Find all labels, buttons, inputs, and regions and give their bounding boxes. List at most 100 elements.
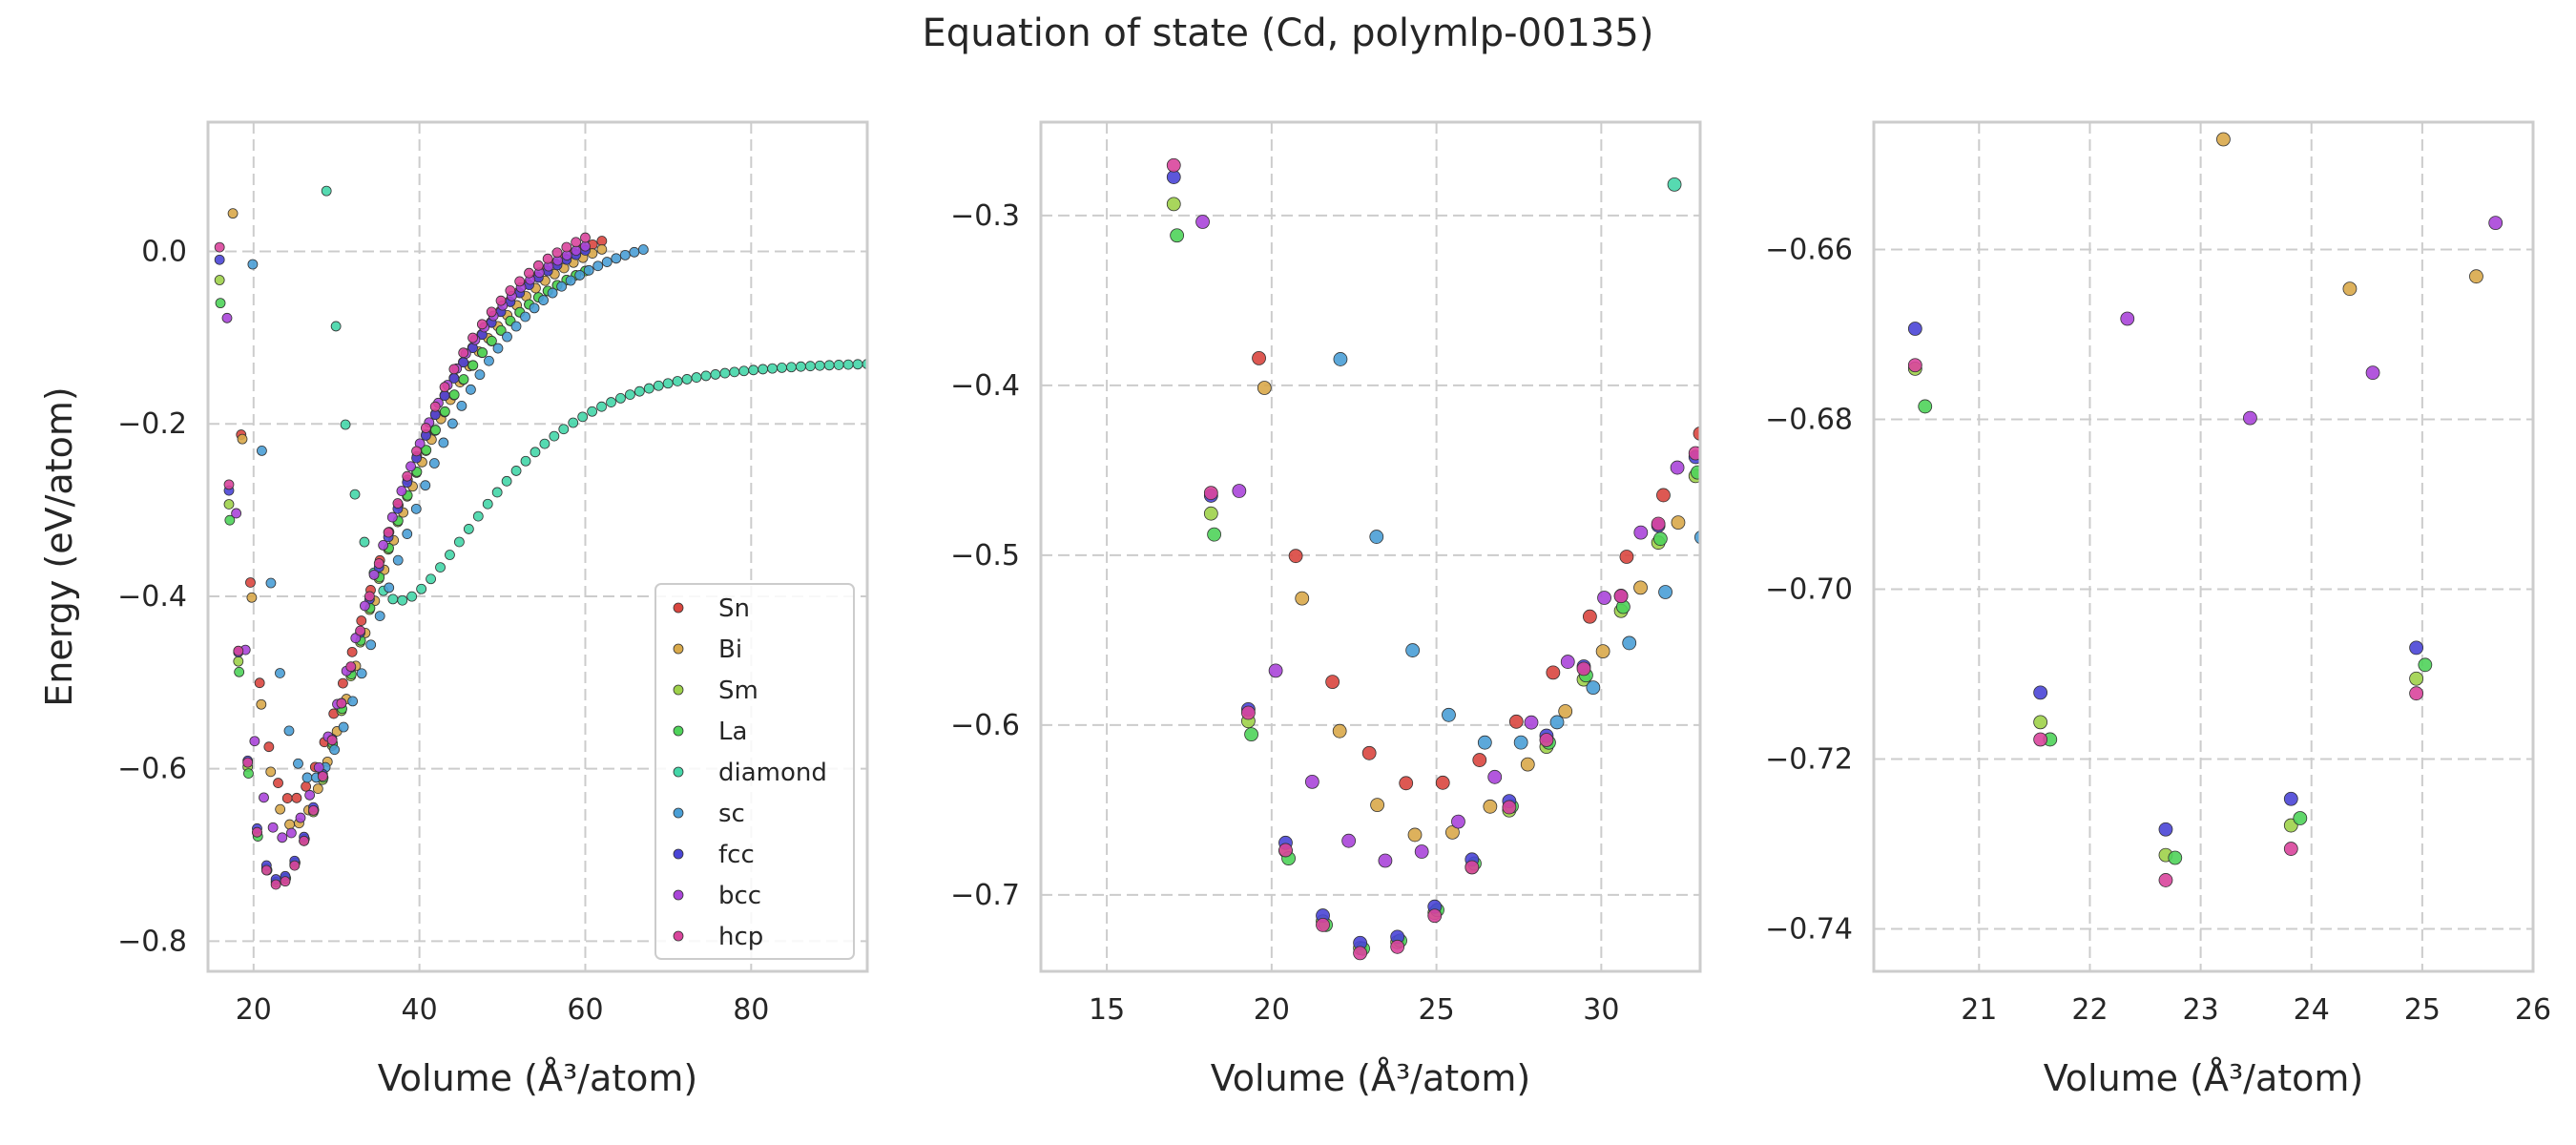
y-axis-label: Energy (eV/atom) bbox=[38, 386, 80, 706]
point-diamond bbox=[520, 455, 531, 467]
point-hcp bbox=[1613, 589, 1629, 604]
point-Sn bbox=[1288, 549, 1303, 564]
point-Sm bbox=[1166, 197, 1181, 212]
point-hcp bbox=[1316, 918, 1330, 932]
point-sc bbox=[520, 311, 530, 323]
point-diamond bbox=[691, 372, 702, 383]
point-sc bbox=[301, 772, 313, 783]
point-La bbox=[215, 298, 226, 309]
legend-label: Sm bbox=[718, 677, 758, 705]
point-hcp bbox=[2158, 873, 2173, 887]
points-left bbox=[214, 185, 867, 890]
panel-middle: 15 20 25 30 −0.3 −0.4 −0.5 −0.6 −0.7 Volume (Å³/a… bbox=[950, 120, 1739, 1099]
point-La bbox=[487, 335, 497, 346]
point-sc bbox=[565, 275, 576, 286]
point-hcp bbox=[1240, 705, 1256, 720]
point-sc bbox=[447, 418, 458, 429]
y-tick-label: −0.5 bbox=[950, 539, 1020, 572]
point-sc bbox=[392, 554, 404, 566]
legend-label: sc bbox=[718, 800, 745, 828]
point-Bi bbox=[246, 592, 258, 603]
point-hcp bbox=[580, 232, 591, 243]
point-sc bbox=[466, 384, 476, 395]
point-Bi bbox=[1257, 381, 1272, 395]
point-hcp bbox=[448, 364, 460, 375]
point-diamond bbox=[321, 185, 332, 197]
point-hcp bbox=[1203, 486, 1218, 501]
point-diamond bbox=[672, 376, 683, 386]
legend-marker-Sn bbox=[673, 602, 684, 614]
point-sc bbox=[629, 246, 640, 258]
point-Bi bbox=[265, 766, 277, 778]
point-diamond bbox=[795, 361, 806, 372]
legend: Sn Bi Sm La diamond sc fcc bcc hcp bbox=[654, 583, 855, 960]
point-hcp bbox=[524, 267, 534, 279]
point-La bbox=[224, 514, 236, 526]
point-sc bbox=[547, 287, 558, 299]
point-Bi bbox=[2342, 281, 2358, 297]
point-diamond bbox=[804, 361, 816, 372]
legend-label: bcc bbox=[718, 882, 761, 910]
axes-frame bbox=[1872, 120, 2535, 973]
point-bcc bbox=[1487, 769, 1503, 784]
x-tick-label: 15 bbox=[1089, 993, 1125, 1027]
point-Sn bbox=[2314, 24, 2327, 37]
point-Bi bbox=[1558, 704, 1573, 718]
point-hcp bbox=[252, 826, 262, 838]
point-bcc bbox=[1998, 17, 2011, 31]
point-Sn bbox=[356, 615, 367, 626]
point-bcc bbox=[2365, 365, 2380, 381]
point-diamond bbox=[387, 593, 399, 605]
point-bcc bbox=[1414, 844, 1429, 859]
point-hcp bbox=[355, 625, 365, 636]
x-tick-label: 21 bbox=[1961, 993, 1997, 1027]
point-diamond bbox=[482, 498, 493, 510]
legend-label: Sn bbox=[718, 594, 750, 623]
point-bcc bbox=[350, 633, 362, 644]
legend-marker-diamond bbox=[673, 766, 684, 778]
point-hcp bbox=[1278, 843, 1293, 858]
point-fcc bbox=[1907, 322, 1922, 336]
x-tick-label: 30 bbox=[1583, 993, 1619, 1027]
point-sc bbox=[374, 611, 385, 621]
point-hcp bbox=[439, 382, 450, 393]
point-hcp bbox=[1688, 446, 1700, 461]
point-hcp bbox=[505, 285, 516, 296]
point-La bbox=[430, 425, 441, 435]
legend-marker-hcp bbox=[673, 930, 684, 942]
point-Sn bbox=[1325, 675, 1340, 690]
x-axis-label: Volume (Å³/atom) bbox=[1211, 1057, 1531, 1099]
point-Bi bbox=[256, 698, 267, 710]
point-hcp bbox=[561, 241, 572, 253]
point-bcc bbox=[2243, 410, 2257, 426]
point-diamond bbox=[577, 411, 589, 423]
point-diamond bbox=[416, 583, 427, 594]
point-bcc bbox=[396, 486, 407, 496]
point-bcc bbox=[267, 822, 279, 833]
point-diamond bbox=[823, 360, 835, 371]
point-sc bbox=[619, 249, 631, 260]
point-Bi bbox=[1520, 757, 1535, 772]
point-Bi bbox=[1332, 723, 1347, 739]
point-diamond bbox=[700, 370, 712, 382]
point-sc bbox=[338, 721, 349, 733]
point-diamond bbox=[472, 510, 484, 522]
x-tick-label: 26 bbox=[2515, 993, 2551, 1027]
point-sc bbox=[365, 639, 377, 651]
point-fcc bbox=[1726, 385, 1739, 398]
x-axis-label: Volume (Å³/atom) bbox=[378, 1057, 698, 1099]
point-Sm bbox=[214, 275, 225, 285]
point-hcp bbox=[514, 276, 526, 287]
x-tick-label: 20 bbox=[236, 993, 272, 1027]
point-hcp bbox=[402, 470, 413, 482]
y-tick-label: −0.3 bbox=[950, 199, 1020, 233]
point-diamond bbox=[643, 383, 654, 394]
point-Bi bbox=[284, 819, 295, 830]
point-sc bbox=[1586, 680, 1601, 696]
point-diamond bbox=[624, 389, 635, 401]
point-hcp bbox=[420, 423, 431, 433]
point-La bbox=[467, 360, 479, 371]
point-Sn bbox=[338, 677, 348, 689]
point-sc bbox=[1549, 715, 1565, 730]
